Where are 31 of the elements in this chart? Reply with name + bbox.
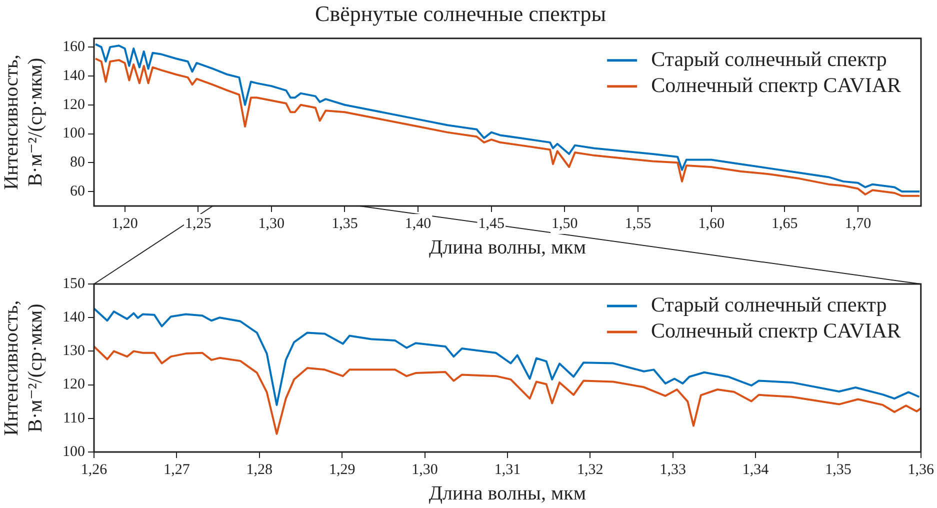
x-tick-label: 1,33 [660,462,686,478]
y-tick-label: 150 [62,276,85,292]
x-tick-label: 1,28 [246,462,272,478]
x-tick-label: 1,27 [164,462,190,478]
x-tick-label: 1,30 [412,462,438,478]
y-axis-title: Интенсивность, В·м⁻²/(ср·мкм) [0,300,46,436]
y-tick-label: 120 [62,376,85,393]
x-tick-label: 1,34 [742,462,770,478]
x-tick-label: 1,36 [908,462,934,478]
y-tick-label: 110 [63,410,85,426]
y-tick-label: 160 [62,39,85,56]
x-tick-label: 1,35 [825,462,852,478]
y-axis-title: Интенсивность, В·м⁻²/(ср·мкм) [0,54,46,190]
x-axis-title: Длина волны, мкм [428,482,586,504]
legend-label: Старый солнечный спектр [650,292,887,317]
y-tick-label: 140 [62,310,85,326]
x-tick-label: 1,29 [328,462,356,478]
y-tick-label: 130 [62,343,85,360]
y-tick-label: 100 [62,444,85,460]
x-tick-label: 1,26 [80,462,108,478]
legend-label: Солнечный спектр CAVIAR [650,318,901,343]
y-tick-label: 120 [62,96,85,113]
y-tick-label: 60 [70,183,85,200]
x-tick-label: 1,32 [577,462,604,478]
y-tick-label: 80 [70,154,85,171]
x-tick-label: 1,31 [494,462,521,478]
y-tick-label: 100 [62,126,85,142]
y-tick-label: 140 [62,68,85,84]
legend-label: Солнечный спектр CAVIAR [651,72,902,97]
legend-label: Старый солнечный спектр [651,46,887,71]
chart-title: Свёрнутые солнечные спектры [315,0,606,26]
